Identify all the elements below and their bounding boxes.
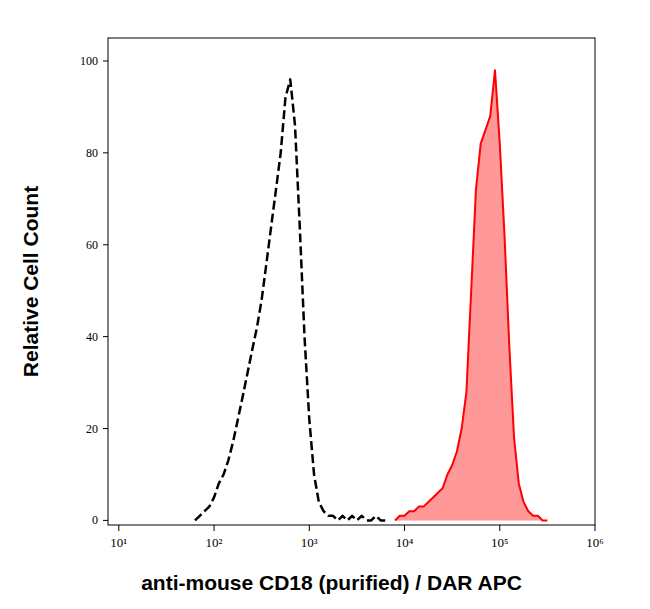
y-tick-label: 60 xyxy=(86,238,98,252)
x-tick-label: 10² xyxy=(206,535,223,550)
y-tick-label: 100 xyxy=(80,54,98,68)
y-tick xyxy=(103,428,108,429)
x-tick xyxy=(499,525,500,531)
y-tick xyxy=(103,520,108,521)
y-tick xyxy=(103,244,108,245)
area-fill xyxy=(395,70,547,520)
x-tick xyxy=(118,525,119,531)
x-tick xyxy=(595,525,596,531)
x-tick xyxy=(404,525,405,531)
y-axis-label: Relative Cell Count xyxy=(19,186,42,377)
y-tick-label: 40 xyxy=(86,330,98,344)
x-tick-label: 10⁶ xyxy=(586,535,604,550)
marks xyxy=(195,70,547,520)
series-line xyxy=(195,79,385,520)
x-tick-label: 10¹ xyxy=(110,535,127,550)
y-tick xyxy=(103,60,108,61)
y-tick xyxy=(103,152,108,153)
x-tick-label: 10⁵ xyxy=(491,535,509,550)
y-tick-label: 20 xyxy=(86,422,98,436)
plot-frame xyxy=(108,38,595,525)
chart: 0 20 40 60 80 100 10¹ 10² 10³ 10⁴ 10⁵ 10⁶ anti-mouse… xyxy=(0,0,650,609)
y-tick-label: 80 xyxy=(86,146,98,160)
x-tick xyxy=(309,525,310,531)
series-line xyxy=(395,70,547,520)
x-axis-label: anti-mouse CD18 (purified) / DAR APC xyxy=(141,571,522,594)
x-tick-label: 10⁴ xyxy=(396,535,414,550)
y-tick-label: 0 xyxy=(92,513,98,527)
x-tick-label: 10³ xyxy=(301,535,318,550)
y-tick xyxy=(103,336,108,337)
x-tick xyxy=(214,525,215,531)
